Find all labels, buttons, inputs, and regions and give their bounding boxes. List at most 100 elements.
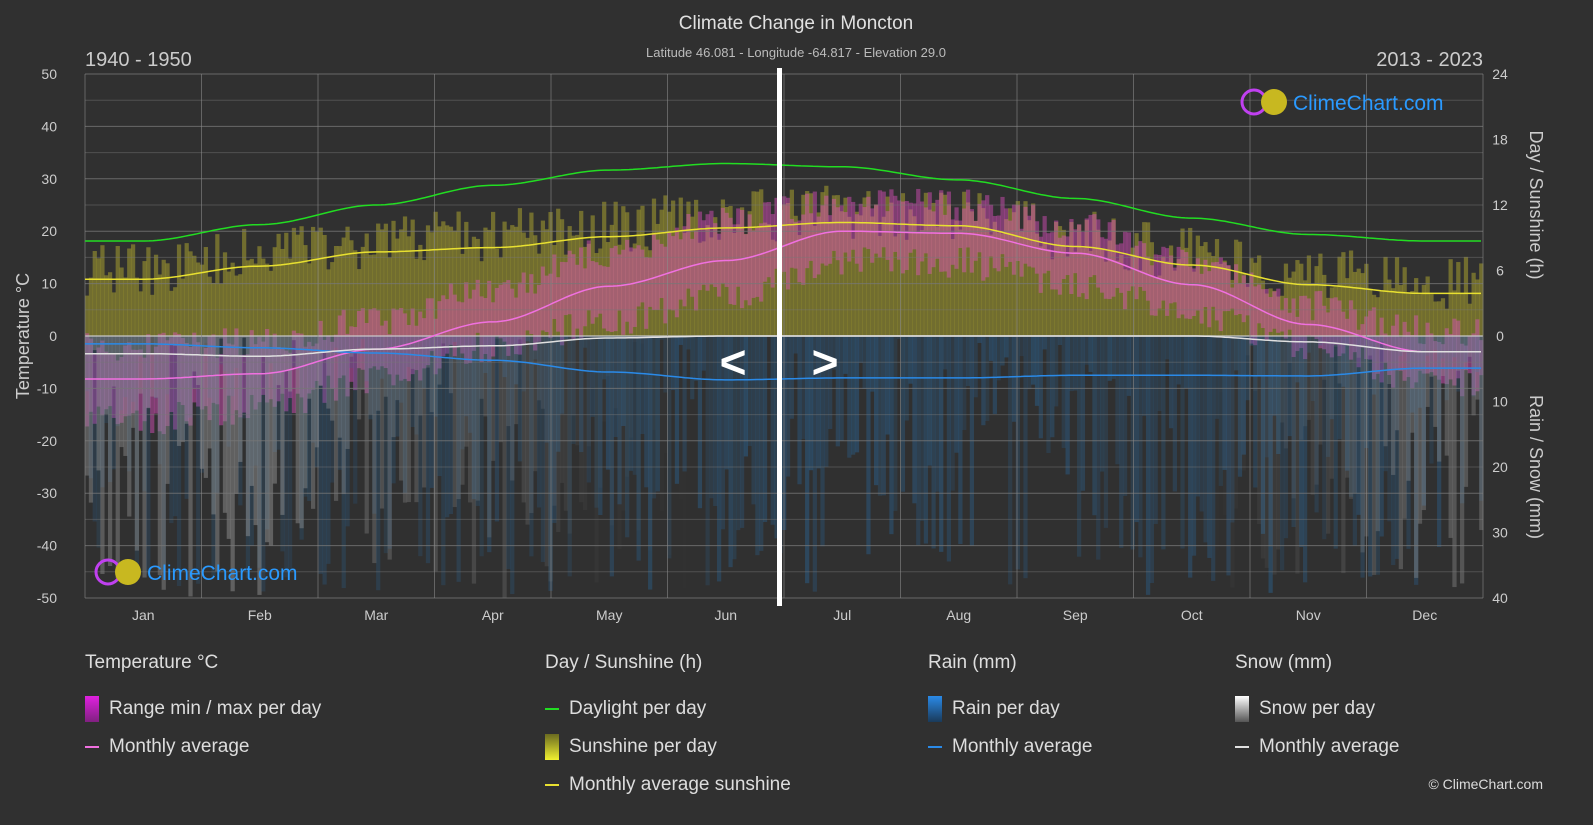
sunshine-bar bbox=[640, 205, 645, 336]
snow-bar bbox=[464, 336, 469, 447]
sunshine-bar bbox=[751, 191, 756, 336]
snow-bar bbox=[272, 336, 277, 484]
rain-bar bbox=[889, 336, 894, 535]
sunshine-bar bbox=[697, 242, 703, 336]
snow-bar bbox=[471, 336, 477, 584]
snow-bar bbox=[138, 336, 143, 394]
temp-range-bar bbox=[736, 208, 741, 287]
rain-bar bbox=[552, 336, 557, 523]
sunshine-bar bbox=[448, 226, 454, 336]
rain-bar bbox=[1421, 336, 1426, 506]
y-left-tick: 10 bbox=[41, 276, 57, 292]
snow-bar bbox=[1234, 336, 1239, 509]
temp-range-bar bbox=[1460, 343, 1465, 397]
temp-range-bar bbox=[1234, 264, 1239, 316]
rain-bar bbox=[1371, 336, 1377, 395]
temp-range-bar bbox=[433, 318, 438, 375]
rain-bar bbox=[399, 336, 404, 403]
snow-bar bbox=[211, 336, 216, 515]
rain-bar bbox=[280, 336, 285, 552]
sunshine-bar bbox=[506, 229, 511, 336]
snow-bar bbox=[1272, 336, 1277, 575]
sunshine-bar bbox=[1142, 222, 1147, 336]
sunshine-bar bbox=[563, 254, 568, 336]
temp-range-bar bbox=[824, 195, 829, 266]
sunshine-bar bbox=[1023, 201, 1028, 336]
temp-range-bar bbox=[1019, 228, 1024, 277]
prev-period-button[interactable]: < bbox=[720, 336, 747, 388]
temp-range-bar bbox=[1299, 295, 1304, 349]
sunshine-bar bbox=[349, 240, 354, 336]
temp-range-bar bbox=[1391, 325, 1396, 388]
sunshine-bar bbox=[456, 211, 461, 336]
sunshine-bar bbox=[1268, 288, 1273, 336]
rain-bar bbox=[1460, 336, 1465, 504]
snow-bar bbox=[111, 336, 117, 387]
temp-range-bar bbox=[157, 333, 163, 432]
y-right-tick: 0 bbox=[1496, 328, 1504, 344]
sunshine-bar bbox=[567, 226, 572, 336]
legend-label: Daylight per day bbox=[569, 698, 707, 719]
sunshine-bar bbox=[1479, 263, 1484, 336]
sunshine-bar bbox=[935, 227, 940, 336]
temp-range-bar bbox=[851, 201, 856, 250]
temp-range-bar bbox=[1073, 229, 1078, 274]
temp-range-bar bbox=[602, 266, 607, 329]
temp-range-bar bbox=[988, 204, 994, 257]
period-divider[interactable] bbox=[777, 68, 782, 606]
rain-bar bbox=[1345, 336, 1350, 471]
temp-range-bar bbox=[88, 338, 94, 412]
sunshine-bar bbox=[1398, 285, 1403, 336]
temp-range-bar bbox=[138, 349, 143, 431]
rain-bar bbox=[762, 336, 768, 523]
sunshine-bar bbox=[211, 282, 216, 336]
rain-bar bbox=[1383, 336, 1388, 472]
rain-bar bbox=[1245, 336, 1250, 401]
rain-bar bbox=[1417, 336, 1423, 408]
next-period-button[interactable]: > bbox=[812, 336, 839, 388]
temp-range-bar bbox=[1272, 291, 1277, 329]
logo-bottom[interactable]: ClimeChart.com bbox=[94, 558, 298, 586]
rain-bar bbox=[896, 336, 902, 339]
rain-bar bbox=[157, 336, 163, 465]
sunshine-bar bbox=[433, 211, 438, 336]
sunshine-bar bbox=[690, 216, 695, 336]
sunshine-bar bbox=[1065, 256, 1070, 336]
temp-range-bar bbox=[724, 212, 729, 287]
snow-bar bbox=[1429, 336, 1434, 377]
rain-bar bbox=[1199, 336, 1204, 512]
rain-bar bbox=[464, 336, 469, 417]
temp-range-bar bbox=[176, 333, 182, 403]
rain-bar bbox=[1165, 336, 1170, 360]
sunshine-bar bbox=[376, 223, 381, 336]
rain-bar bbox=[364, 336, 369, 382]
sunshine-bar bbox=[797, 235, 802, 336]
sunshine-bar bbox=[536, 253, 542, 336]
snow-bar bbox=[1302, 336, 1308, 427]
rain-bar bbox=[598, 336, 603, 516]
temp-range-bar bbox=[303, 346, 308, 414]
sunshine-bar bbox=[1394, 257, 1400, 336]
snow-bar bbox=[1215, 336, 1219, 551]
sunshine-bar bbox=[621, 206, 626, 336]
sunshine-bar bbox=[88, 277, 94, 336]
temp-range-bar bbox=[295, 333, 300, 394]
temp-range-bar bbox=[379, 325, 385, 367]
rain-bar bbox=[874, 336, 879, 486]
logo-top[interactable]: ClimeChart.com bbox=[1240, 88, 1444, 116]
temp-range-bar bbox=[510, 288, 515, 346]
sunshine-bar bbox=[1318, 253, 1323, 336]
temp-range-bar bbox=[490, 302, 496, 357]
sunshine-bar bbox=[402, 216, 408, 336]
temp-range-bar bbox=[479, 296, 484, 363]
snow-bar bbox=[1410, 336, 1415, 433]
snow-bar bbox=[249, 336, 254, 486]
temp-range-bar bbox=[667, 232, 672, 310]
sunshine-bar bbox=[399, 229, 404, 336]
sunshine-bar bbox=[134, 277, 140, 336]
sunshine-bar bbox=[992, 221, 997, 336]
temp-range-bar bbox=[249, 330, 254, 395]
snow-bar bbox=[88, 336, 94, 503]
temp-range-bar bbox=[1398, 337, 1403, 371]
sunshine-bar bbox=[364, 233, 369, 336]
